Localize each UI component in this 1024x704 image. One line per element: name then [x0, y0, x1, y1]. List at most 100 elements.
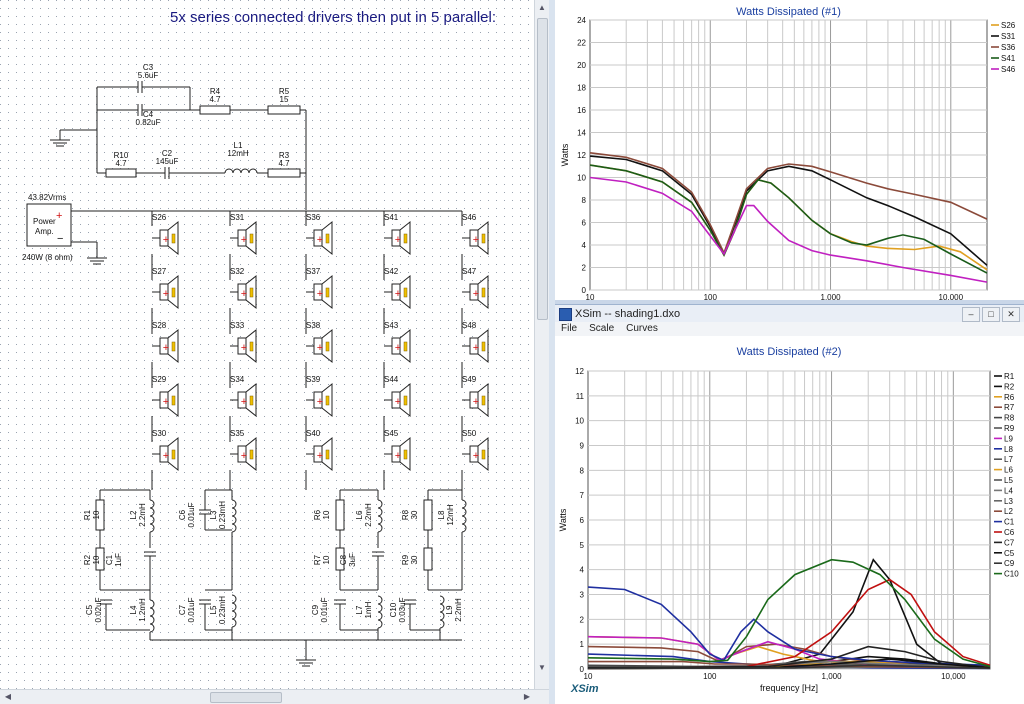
speaker-s27[interactable]: + [152, 274, 179, 310]
scroll-down-arrow-icon[interactable]: ▼ [538, 663, 546, 672]
speaker-s29[interactable]: + [152, 382, 179, 418]
speaker-s47[interactable]: + [462, 274, 489, 310]
part-value-c7: 0.01uF [187, 597, 196, 622]
vertical-scrollbar[interactable]: ▲ ▼ [534, 0, 549, 690]
inductor-l9[interactable] [439, 595, 445, 629]
amp-label-line1: Power [33, 217, 56, 226]
x-axis-label: frequency [Hz] [760, 683, 818, 693]
speaker-s36[interactable]: + [306, 220, 333, 256]
speaker-label-s31: S31 [230, 213, 245, 222]
part-ref-r2: R2 [83, 554, 92, 565]
legend-label-l7: L7 [1004, 455, 1013, 464]
resistor-r6[interactable] [335, 499, 345, 531]
inductor-l4[interactable] [149, 599, 155, 633]
speaker-label-s37: S37 [306, 267, 321, 276]
scroll-left-arrow-icon[interactable]: ◀ [4, 692, 12, 701]
series-line-c10 [587, 558, 991, 668]
series-line-s46 [589, 176, 988, 283]
resistor-r10[interactable] [105, 168, 137, 178]
speaker-s40[interactable]: + [306, 436, 333, 472]
speaker-s49[interactable]: + [462, 382, 489, 418]
speaker-s35[interactable]: + [230, 436, 257, 472]
power-amp-block[interactable] [26, 203, 72, 247]
series-line-s31 [589, 155, 988, 266]
part-value-c4: 0.82uF [136, 118, 161, 127]
y-tick-label: 20 [577, 61, 586, 70]
horizontal-scrollbar[interactable]: ◀ ▶ [0, 689, 549, 704]
speaker-s26[interactable]: + [152, 220, 179, 256]
speaker-s43[interactable]: + [384, 328, 411, 364]
chart-title: Watts Dissipated (#2) [737, 346, 842, 358]
menu-curves[interactable]: Curves [626, 323, 658, 334]
scroll-up-arrow-icon[interactable]: ▲ [538, 3, 546, 12]
part-ref-c5: C5 [85, 604, 94, 615]
part-value-l1: 12mH [227, 149, 249, 158]
warning-icon [325, 233, 330, 244]
speaker-plus-icon: + [473, 342, 479, 354]
speaker-s33[interactable]: + [230, 328, 257, 364]
speaker-s42[interactable]: + [384, 274, 411, 310]
speaker-s41[interactable]: + [384, 220, 411, 256]
inductor-l1[interactable] [224, 168, 258, 174]
maximize-button[interactable]: □ [982, 307, 1000, 322]
warning-icon [249, 395, 254, 406]
legend-label-s26: S26 [1001, 21, 1016, 30]
window-separator [549, 0, 555, 704]
speaker-plus-icon: + [163, 234, 169, 246]
speaker-s32[interactable]: + [230, 274, 257, 310]
speaker-s50[interactable]: + [462, 436, 489, 472]
inductor-l5[interactable] [231, 594, 237, 628]
speaker-s45[interactable]: + [384, 436, 411, 472]
inductor-l3[interactable] [231, 499, 237, 533]
part-ref-l5: L5 [209, 605, 218, 614]
speaker-label-s34: S34 [230, 375, 245, 384]
amp-plus-icon: + [56, 210, 62, 222]
resistor-r3[interactable] [267, 168, 301, 178]
speaker-s28[interactable]: + [152, 328, 179, 364]
part-ref-l6: L6 [355, 510, 364, 519]
inductor-l2[interactable] [149, 499, 155, 533]
speaker-s30[interactable]: + [152, 436, 179, 472]
speaker-s38[interactable]: + [306, 328, 333, 364]
y-tick-label: 3 [580, 591, 585, 600]
xsim-window-titlebar[interactable]: XSim -- shading1.dxo – □ ✕ [555, 304, 1024, 324]
resistor-r9[interactable] [423, 547, 433, 571]
inductor-l7[interactable] [377, 595, 383, 629]
warning-icon [325, 341, 330, 352]
speaker-s46[interactable]: + [462, 220, 489, 256]
schematic-canvas[interactable]: 5x series connected drivers then put in … [0, 0, 535, 690]
legend-label-l6: L6 [1004, 466, 1013, 475]
x-tick-label: 10 [584, 672, 593, 681]
part-ref-l4: L4 [129, 605, 138, 614]
speaker-plus-icon: + [395, 396, 401, 408]
inductor-l8[interactable] [461, 499, 467, 533]
speaker-s37[interactable]: + [306, 274, 333, 310]
amp-label-line2: Amp. [35, 227, 54, 236]
vertical-scroll-thumb[interactable] [537, 18, 548, 320]
warning-icon [481, 341, 486, 352]
warning-icon [403, 395, 408, 406]
menu-scale[interactable]: Scale [589, 323, 615, 334]
y-tick-label: 12 [575, 367, 584, 376]
speaker-s34[interactable]: + [230, 382, 257, 418]
minimize-button[interactable]: – [962, 307, 980, 322]
close-button[interactable]: ✕ [1002, 307, 1020, 322]
part-value-l4: 1.2mH [138, 598, 147, 622]
part-value-l9: 2.2mH [454, 598, 463, 622]
part-value-r3: 4.7 [278, 159, 290, 168]
scroll-right-arrow-icon[interactable]: ▶ [523, 692, 531, 701]
menu-file[interactable]: File [561, 323, 578, 334]
part-value-c5: 0.02uF [94, 597, 103, 622]
speaker-s31[interactable]: + [230, 220, 257, 256]
speaker-s44[interactable]: + [384, 382, 411, 418]
resistor-r5[interactable] [267, 105, 301, 115]
speaker-s48[interactable]: + [462, 328, 489, 364]
inductor-l6[interactable] [377, 499, 383, 533]
horizontal-scroll-thumb[interactable] [210, 692, 282, 703]
resistor-r8[interactable] [423, 499, 433, 531]
resistor-r4[interactable] [199, 105, 231, 115]
speaker-s39[interactable]: + [306, 382, 333, 418]
